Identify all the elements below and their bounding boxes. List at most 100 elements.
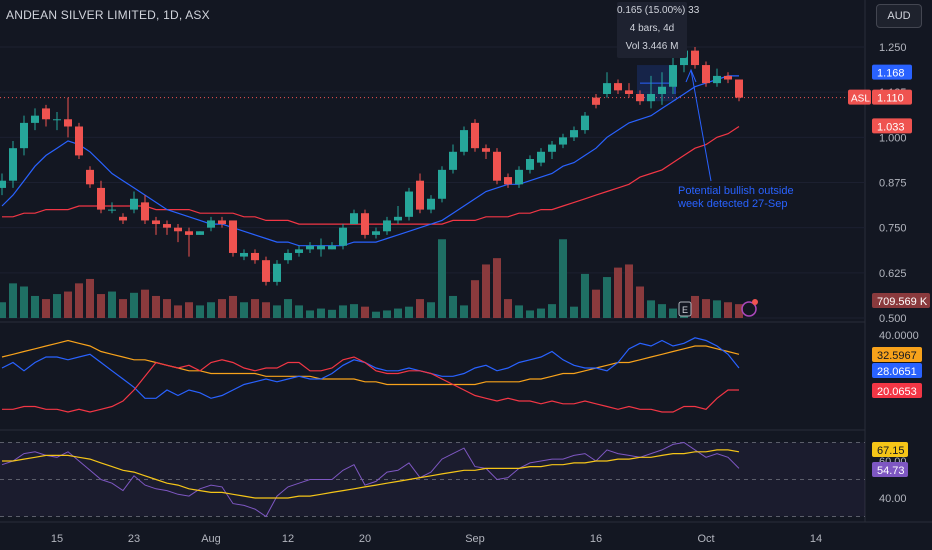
candle-body	[196, 231, 204, 235]
volume-bar	[207, 302, 215, 318]
candle-body	[625, 90, 633, 94]
candle-body	[581, 115, 589, 131]
symbol-title[interactable]: ANDEAN SILVER LIMITED, 1D, ASX	[6, 8, 210, 22]
currency-button[interactable]: AUD	[876, 4, 922, 28]
volume-bar	[284, 299, 292, 318]
time-tick-label: 12	[282, 533, 294, 545]
volume-bar	[229, 295, 237, 318]
candle-body	[53, 119, 61, 121]
volume-bar	[196, 305, 204, 318]
candle-body	[372, 231, 380, 235]
rsi-value-bg	[872, 462, 908, 477]
volume-bar	[493, 258, 501, 318]
volume-bar	[20, 286, 28, 318]
alert-icon	[741, 301, 757, 317]
last-price-value: 1.110	[877, 93, 904, 105]
ema-fast-value: 1.168	[877, 68, 905, 80]
di-minus-line	[2, 356, 739, 413]
candle-body	[64, 119, 72, 127]
candle-body	[108, 209, 116, 211]
earnings-marker-label: E	[682, 305, 688, 315]
time-tick-label: 23	[128, 533, 140, 545]
volume-bar	[636, 286, 644, 318]
volume-bar	[559, 239, 567, 318]
symbol-tag-bg	[848, 89, 871, 105]
rsi-tick-label: 40.00	[879, 493, 907, 505]
volume-bar	[625, 264, 633, 318]
adx-value-bg	[872, 347, 922, 362]
volume-bar	[647, 300, 655, 318]
volume-bar	[713, 300, 721, 318]
adx-line	[1, 339, 740, 386]
volume-bar	[394, 308, 402, 318]
candle-body	[592, 97, 600, 105]
adx-tick-label: 40.0000	[879, 330, 919, 342]
time-tick-label: Sep	[465, 533, 485, 545]
volume-bar	[108, 291, 116, 318]
volume-bar	[691, 295, 699, 318]
candle-body	[273, 263, 281, 282]
candle-body	[295, 249, 303, 253]
candle-body	[97, 187, 105, 210]
candle-body	[218, 220, 226, 225]
price-tick-label: 0.500	[879, 313, 907, 325]
volume-bar	[53, 294, 61, 318]
volume-bar	[614, 267, 622, 318]
rsi-ma-line	[2, 449, 740, 499]
candle-body	[130, 198, 138, 210]
rsi-value: 67.15	[877, 445, 905, 457]
candle-body	[119, 216, 127, 221]
candle-body	[317, 245, 325, 250]
candle-body	[438, 169, 446, 199]
volume-value-bg	[872, 293, 930, 308]
annotation-line-1: Potential bullish outside	[678, 185, 794, 197]
candle-body	[647, 93, 655, 102]
volume-bar	[372, 311, 380, 318]
volume-bar	[526, 310, 534, 318]
candle-body	[163, 224, 171, 228]
candle-body	[570, 130, 578, 138]
candle-body	[691, 50, 699, 66]
candle-body	[229, 220, 237, 253]
candle-body	[31, 115, 39, 123]
tooltip-change: 0.165 (15.00%) 33	[617, 5, 700, 16]
candle-body	[658, 86, 666, 94]
adx-value: 20.0653	[877, 386, 917, 398]
annotation-text[interactable]: Potential bullish outside week detected …	[678, 185, 794, 211]
tooltip-volume: Vol 3.446 M	[625, 41, 679, 52]
volume-bar	[504, 299, 512, 318]
candle-body	[251, 252, 259, 261]
candle-body	[75, 126, 83, 156]
volume-bar	[273, 305, 281, 318]
time-tick-label: Oct	[697, 533, 714, 545]
candle-body	[174, 227, 182, 232]
candle-body	[614, 83, 622, 91]
tooltip-bars: 4 bars, 4d	[629, 23, 675, 34]
volume-bar	[581, 273, 589, 318]
candle-body	[724, 75, 732, 80]
volume-bar	[0, 302, 6, 318]
volume-bar	[460, 305, 468, 318]
volume-bar	[471, 280, 479, 318]
earnings-marker	[678, 301, 692, 317]
candle-body	[449, 151, 457, 170]
volume-bar	[361, 306, 369, 318]
time-tick-label: 20	[359, 533, 371, 545]
candle-body	[548, 144, 556, 152]
volume-bar	[119, 299, 127, 318]
candle-body	[416, 180, 424, 210]
candle-body	[460, 130, 468, 152]
volume-bar	[592, 289, 600, 318]
volume-bar	[163, 299, 171, 318]
volume-bar	[42, 299, 50, 318]
annotation-arrow	[690, 69, 712, 182]
candle-body	[361, 213, 369, 235]
price-tick-label: 0.625	[879, 268, 907, 280]
volume-bar	[152, 295, 160, 318]
volume-bar	[658, 304, 666, 318]
candle-body	[20, 122, 28, 149]
volume-bar	[405, 306, 413, 318]
adx-value-bg	[872, 383, 922, 398]
candle-body	[603, 83, 611, 94]
